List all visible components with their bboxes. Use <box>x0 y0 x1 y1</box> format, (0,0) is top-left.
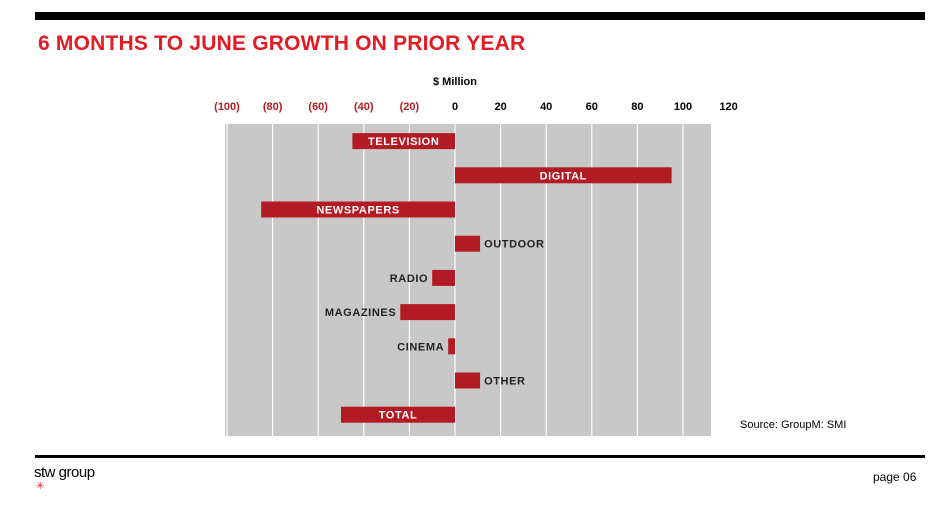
x-tick-label: (80) <box>263 101 283 113</box>
source-note: Source: GroupM: SMI <box>740 419 847 431</box>
x-tick-label: 120 <box>719 101 737 113</box>
bar-label-total: TOTAL <box>379 410 418 422</box>
x-tick-label: 80 <box>631 101 643 113</box>
bar-digital <box>455 167 672 184</box>
bar-radio <box>432 269 455 286</box>
x-tick-label: (20) <box>400 101 420 113</box>
x-tick-label: 40 <box>540 101 552 113</box>
page-title: 6 MONTHS TO JUNE GROWTH ON PRIOR YEAR <box>38 32 526 55</box>
bar-label-newspapers: NEWSPAPERS <box>316 205 399 217</box>
bar-label-radio: RADIO <box>390 273 428 285</box>
bar-outdoor <box>455 235 481 252</box>
bar-label-magazines: MAGAZINES <box>325 307 396 319</box>
bar-label-digital: DIGITAL <box>540 170 587 182</box>
x-tick-label: 60 <box>586 101 598 113</box>
bar-label-outdoor: OUTDOOR <box>484 239 544 251</box>
x-tick-label: 100 <box>674 101 692 113</box>
bar-total <box>341 406 455 423</box>
bar-cinema <box>448 338 455 355</box>
x-tick-label: 0 <box>452 101 458 113</box>
bar-magazines <box>400 304 455 321</box>
x-tick-label: 20 <box>494 101 506 113</box>
x-tick-label: (60) <box>308 101 328 113</box>
bar-other <box>455 372 481 389</box>
bar-television <box>352 133 455 150</box>
x-tick-label: (100) <box>214 101 240 113</box>
x-axis-title: $ Million <box>433 76 477 88</box>
x-tick-label: (40) <box>354 101 374 113</box>
bar-label-cinema: CINEMA <box>397 341 444 353</box>
page-number: page 06 <box>873 470 917 484</box>
top-rule <box>35 12 925 20</box>
bottom-rule <box>35 455 925 458</box>
bar-newspapers <box>261 201 455 218</box>
stw-group-logo: stw group <box>34 464 95 481</box>
bar-label-television: TELEVISION <box>368 136 439 148</box>
bar-label-other: OTHER <box>484 376 525 388</box>
logo-star-icon: ✳ <box>36 481 45 492</box>
